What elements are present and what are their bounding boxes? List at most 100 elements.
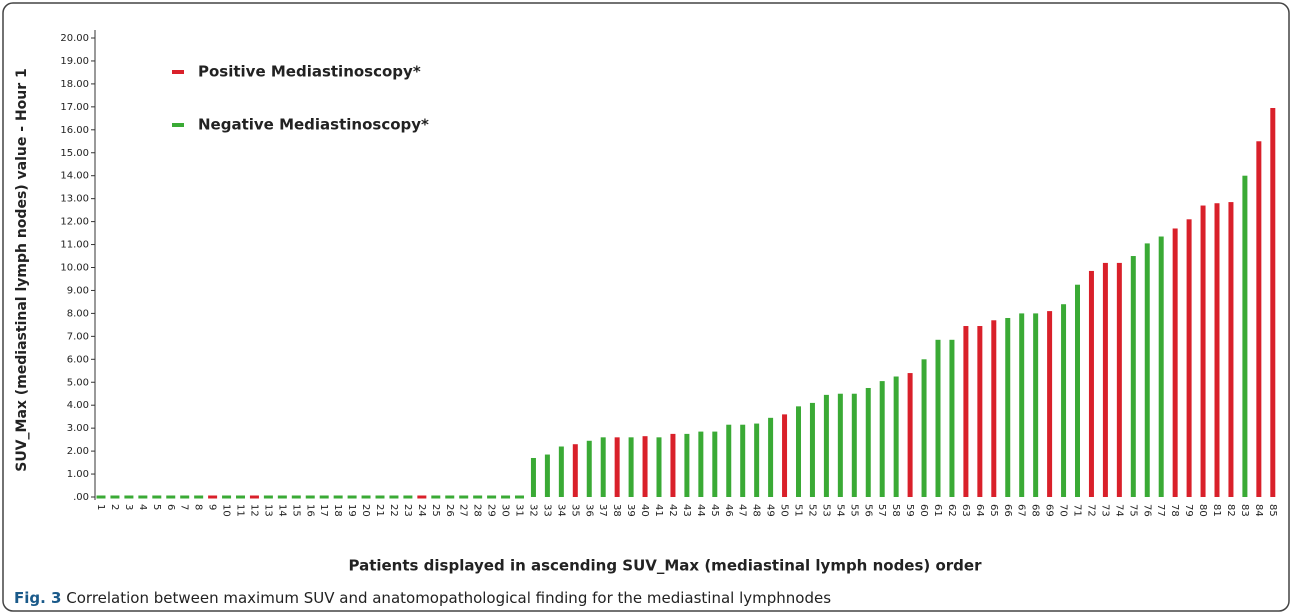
bar (431, 495, 441, 499)
bar (963, 326, 969, 497)
bar (152, 495, 162, 499)
x-tick-label: 4 (137, 504, 148, 510)
x-tick-label: 26 (444, 504, 455, 517)
x-tick-label: 71 (1072, 504, 1083, 517)
bar (614, 437, 620, 497)
bar (809, 402, 815, 497)
y-tick-label: 16.00 (60, 125, 89, 136)
y-tick-label: 14.00 (60, 171, 89, 182)
x-tick-label: 3 (123, 504, 134, 510)
bar (1242, 175, 1248, 497)
x-tick-label: 73 (1099, 504, 1110, 517)
x-tick-label: 37 (597, 504, 608, 517)
bar (515, 495, 524, 499)
bar (291, 495, 301, 499)
x-tick-label: 2 (109, 504, 120, 510)
y-tick-label: 11.00 (60, 240, 89, 251)
bar (656, 437, 662, 497)
x-tick-label: 1 (95, 504, 106, 510)
x-tick-label: 72 (1085, 504, 1096, 517)
bar (96, 495, 106, 499)
bar (1172, 228, 1178, 498)
bar (1075, 284, 1080, 497)
x-tick-label: 34 (555, 504, 566, 517)
x-tick-label: 65 (988, 504, 999, 517)
caption-label: Fig. 3 (14, 589, 61, 607)
x-tick-label: 52 (806, 504, 817, 517)
x-tick-label: 75 (1127, 504, 1138, 517)
bar (222, 495, 232, 499)
y-axis-title: SUV_Max (mediastinal lymph nodes) value … (14, 68, 30, 472)
x-tick-label: 46 (723, 504, 734, 517)
x-tick-label: 6 (165, 504, 176, 510)
bar (501, 495, 511, 499)
x-tick-label: 9 (207, 504, 218, 510)
x-tick-label: 44 (695, 504, 706, 517)
x-tick-label: 12 (248, 504, 259, 517)
y-tick-label: 3.00 (67, 423, 89, 434)
bar (726, 424, 732, 497)
bar (544, 454, 550, 497)
y-tick-label: 8.00 (67, 308, 89, 319)
x-tick-label: 27 (458, 504, 469, 517)
bar (600, 437, 606, 497)
x-tick-label: 11 (235, 504, 246, 517)
x-tick-label: 45 (709, 504, 720, 517)
y-tick-label: 2.00 (67, 446, 89, 457)
caption-text: Correlation between maximum SUV and anat… (66, 589, 831, 607)
x-tick-label: 74 (1113, 504, 1124, 517)
bar (347, 495, 357, 499)
x-tick-label: 43 (681, 504, 692, 517)
x-tick-label: 40 (639, 504, 650, 517)
bar (1214, 203, 1220, 498)
bar (977, 326, 983, 497)
legend-label: Negative Mediastinoscopy* (198, 116, 429, 134)
x-axis-title: Patients displayed in ascending SUV_Max … (348, 557, 982, 575)
x-tick-label: 33 (541, 504, 552, 517)
y-tick-label: 19.00 (60, 56, 89, 67)
bar (1088, 270, 1094, 497)
bar (375, 495, 385, 499)
bar (586, 440, 592, 497)
bar (389, 495, 399, 499)
bar (333, 495, 343, 499)
x-tick-label: 15 (290, 504, 301, 517)
y-tick-label: 12.00 (60, 217, 89, 228)
x-tick-label: 78 (1169, 504, 1180, 517)
x-tick-label: 76 (1141, 504, 1152, 517)
x-tick-label: 42 (667, 504, 678, 517)
bar (558, 446, 564, 497)
x-tick-label: 82 (1225, 504, 1236, 517)
legend-label: Positive Mediastinoscopy* (198, 63, 421, 81)
x-tick-label: 7 (179, 504, 190, 510)
x-tick-label: 67 (1016, 504, 1027, 517)
bar (110, 495, 120, 499)
y-tick-label: 10.00 (60, 263, 89, 274)
bar (138, 495, 148, 499)
x-tick-label: 36 (583, 504, 594, 517)
bar (768, 417, 774, 497)
bar (991, 320, 997, 497)
bar (949, 339, 955, 497)
x-tick-label: 54 (834, 504, 845, 517)
bar (1116, 262, 1122, 497)
bar (249, 495, 259, 499)
bar (837, 393, 843, 497)
x-tick-label: 25 (430, 504, 441, 517)
bar (473, 495, 483, 499)
bar (1228, 202, 1234, 497)
bar (1047, 311, 1053, 497)
y-tick-label: 6.00 (67, 354, 89, 365)
x-tick-label: 61 (932, 504, 943, 517)
bar (417, 495, 427, 499)
x-tick-label: 28 (472, 504, 483, 517)
bar (684, 433, 690, 497)
x-tick-label: 38 (611, 504, 622, 517)
x-tick-label: 58 (890, 504, 901, 517)
bar (1256, 141, 1262, 497)
x-tick-label: 13 (262, 504, 273, 517)
x-tick-label: 60 (918, 504, 929, 517)
bar (1200, 205, 1206, 497)
